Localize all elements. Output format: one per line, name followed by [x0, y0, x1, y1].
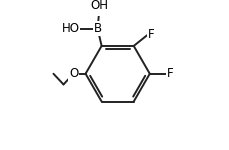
Text: F: F: [166, 67, 172, 80]
Text: HO: HO: [61, 22, 79, 35]
Text: OH: OH: [90, 0, 108, 12]
Text: F: F: [147, 28, 154, 41]
Text: O: O: [69, 67, 78, 80]
Text: B: B: [93, 22, 101, 35]
